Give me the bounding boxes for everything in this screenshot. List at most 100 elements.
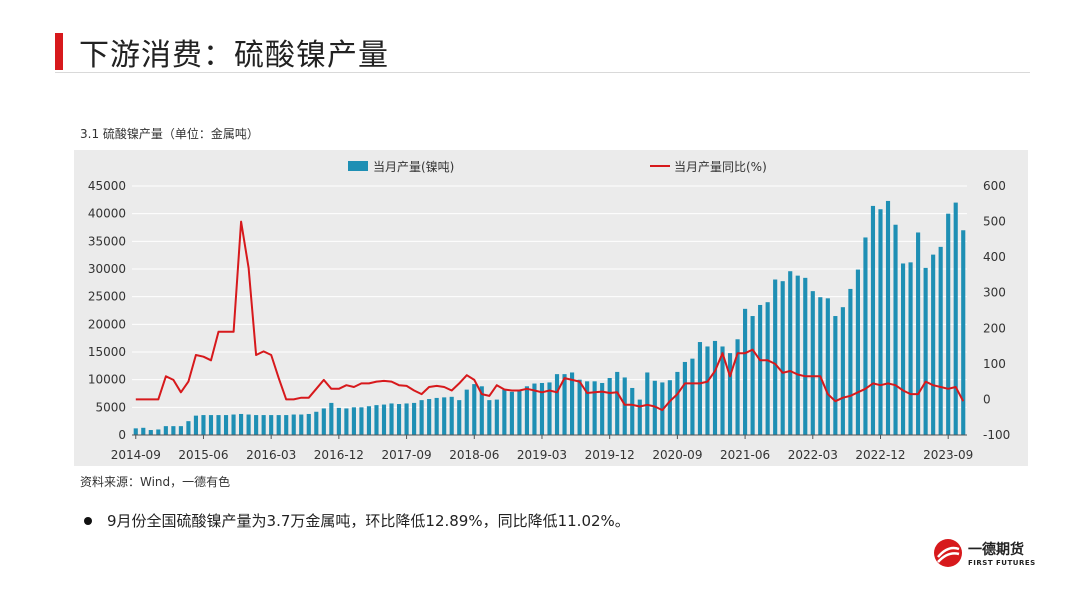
bar: [697, 342, 703, 435]
title-divider: [55, 72, 1030, 73]
bar: [442, 397, 447, 435]
bar: [818, 297, 823, 435]
legend-bar-swatch: [348, 161, 368, 171]
company-logo: 一德期货 FIRST FUTURES: [932, 537, 1035, 573]
bar: [517, 389, 522, 435]
bar: [163, 426, 168, 435]
bar: [231, 414, 236, 435]
bar: [464, 389, 469, 435]
bar: [412, 402, 417, 435]
bar: [630, 387, 635, 435]
bar: [916, 232, 921, 435]
bar: [908, 262, 913, 435]
bar: [720, 346, 725, 435]
x-tick-label: 2019-12: [585, 448, 635, 462]
bar: [622, 377, 627, 435]
bar: [472, 384, 477, 435]
bar: [705, 346, 710, 435]
chart: 0500010000150002000025000300003500040000…: [74, 150, 1028, 466]
bar: [953, 202, 958, 435]
bar: [254, 415, 259, 435]
bar: [878, 209, 883, 435]
bar: [351, 407, 356, 435]
bar: [765, 302, 770, 435]
bar: [171, 426, 176, 435]
x-tick-label: 2016-03: [246, 448, 296, 462]
bar: [374, 405, 379, 435]
bar: [585, 381, 590, 435]
bar: [870, 205, 876, 435]
y-right-tick-label: 400: [983, 250, 1006, 264]
bar: [743, 308, 748, 435]
bar: [261, 415, 266, 435]
x-tick-label: 2017-09: [382, 448, 432, 462]
bar: [276, 415, 281, 435]
bar: [381, 404, 387, 435]
bar: [494, 399, 499, 435]
y-right-tick-label: 0: [983, 392, 991, 406]
bar: [419, 400, 424, 435]
bar: [923, 267, 928, 435]
bar: [600, 382, 605, 435]
x-tick-label: 2014-09: [111, 448, 161, 462]
bar: [539, 382, 545, 435]
bar: [833, 316, 838, 435]
x-tick-label: 2022-12: [855, 448, 905, 462]
bar: [366, 406, 372, 435]
y-right-tick-label: 100: [983, 357, 1006, 371]
bar: [712, 340, 718, 435]
bar: [758, 304, 763, 435]
y-left-tick-label: 5000: [95, 400, 126, 414]
bullet-icon: [84, 517, 92, 525]
bar: [449, 396, 454, 435]
bar: [208, 415, 214, 435]
y-left-tick-label: 30000: [88, 262, 126, 276]
bar: [336, 407, 341, 435]
y-left-tick-label: 40000: [88, 207, 126, 221]
x-tick-label: 2018-06: [449, 448, 499, 462]
bar: [607, 378, 612, 435]
bar: [479, 386, 484, 435]
bar: [396, 404, 402, 435]
y-right-tick-label: 300: [983, 286, 1006, 300]
bar: [840, 307, 845, 435]
bar: [193, 415, 199, 435]
bar: [554, 374, 560, 435]
y-left-tick-label: 10000: [88, 373, 126, 387]
bar: [946, 213, 951, 435]
summary-note: 9月份全国硫酸镍产量为3.7万金属吨，环比降低12.89%，同比降低11.02%…: [107, 512, 630, 530]
y-left-tick-label: 25000: [88, 290, 126, 304]
bar: [509, 391, 514, 435]
bar: [569, 372, 575, 435]
bar: [863, 237, 868, 435]
bar: [148, 430, 153, 435]
title-accent-bar: [55, 33, 63, 70]
bar: [359, 407, 364, 435]
y-left-tick-label: 0: [118, 428, 126, 442]
bar: [156, 429, 161, 435]
y-right-tick-label: 200: [983, 321, 1006, 335]
bar: [645, 372, 650, 435]
bar: [577, 379, 582, 435]
bar: [810, 291, 815, 435]
bar: [284, 415, 289, 435]
bar: [291, 414, 296, 435]
x-tick-label: 2022-03: [788, 448, 838, 462]
y-left-tick-label: 35000: [88, 234, 126, 248]
legend-line-label: 当月产量同比(%): [674, 160, 767, 174]
bar: [780, 281, 785, 435]
bar: [893, 224, 898, 435]
x-tick-label: 2023-09: [923, 448, 973, 462]
bar: [690, 358, 695, 435]
y-right-tick-label: -100: [983, 428, 1010, 442]
bar: [133, 428, 138, 435]
x-tick-label: 2019-03: [517, 448, 567, 462]
bar: [178, 426, 183, 435]
page-title: 下游消费：硫酸镍产量: [79, 38, 389, 73]
bar: [547, 382, 552, 435]
bar: [727, 353, 733, 435]
bar: [239, 413, 244, 435]
bar: [825, 298, 830, 435]
y-left-tick-label: 20000: [88, 317, 126, 331]
bar: [562, 374, 567, 435]
